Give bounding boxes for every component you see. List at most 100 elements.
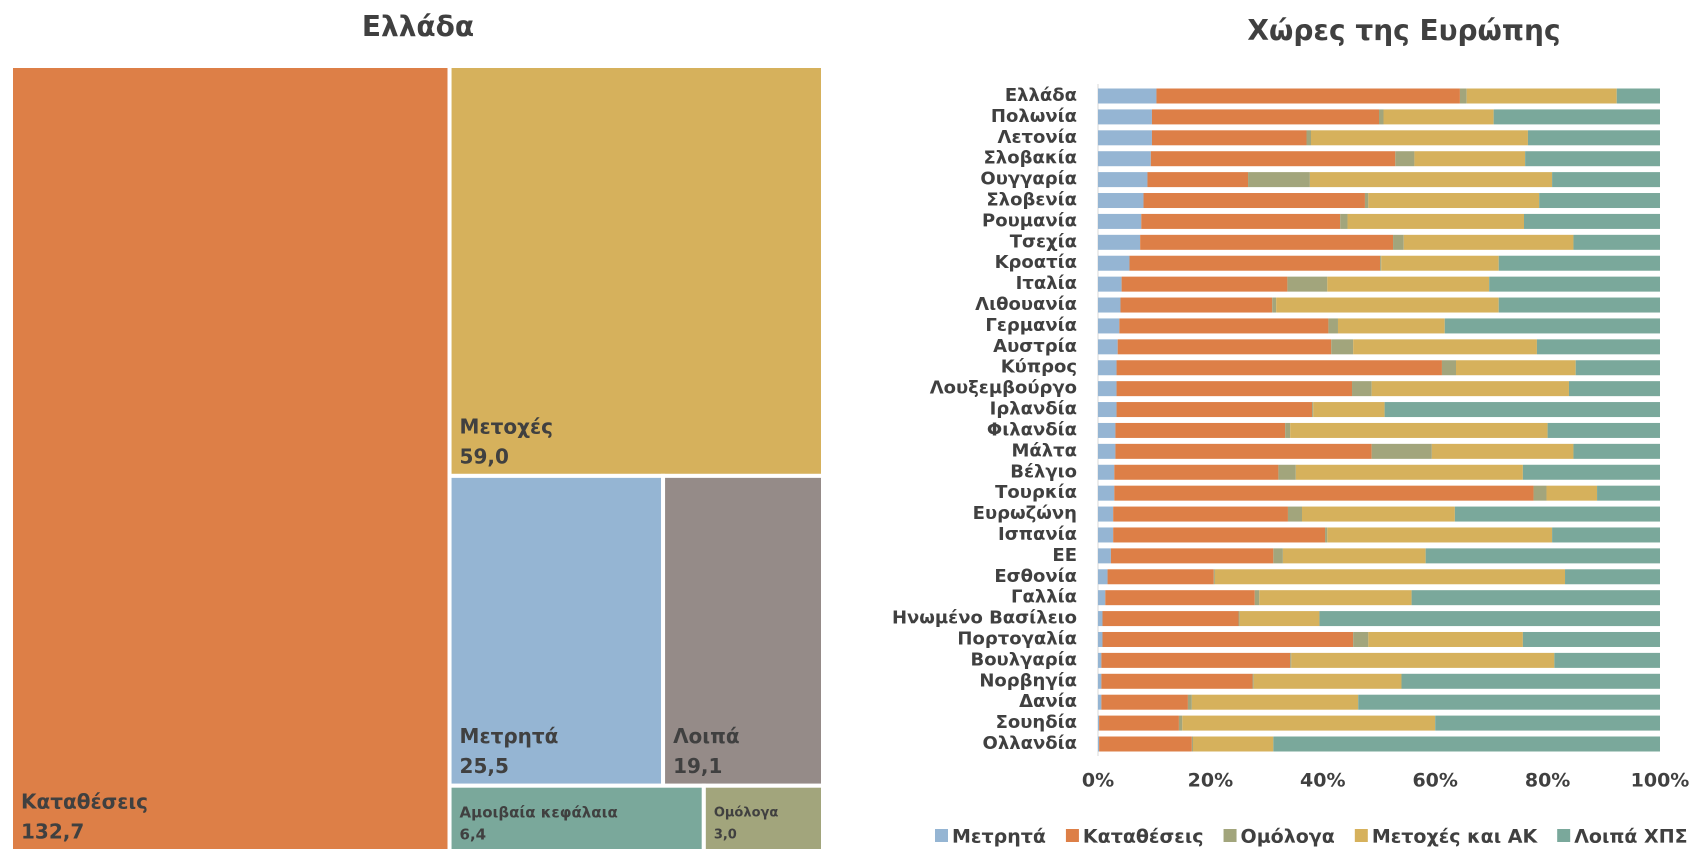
bar-segment <box>1121 276 1288 292</box>
legend-swatch <box>1065 829 1079 842</box>
bar-segment <box>1098 590 1106 606</box>
bar-segment <box>1101 652 1291 668</box>
bar-segment <box>1191 694 1359 710</box>
y-tick-label: Γαλλία <box>1011 587 1077 608</box>
bar-segment <box>1319 611 1660 627</box>
bar-segment <box>1554 652 1660 668</box>
tile-label: Μετοχές <box>460 414 553 438</box>
bar-segment <box>1115 422 1286 438</box>
y-tick-label: Σλοβακία <box>984 148 1077 169</box>
bar-segment <box>1114 485 1534 501</box>
bar-segment <box>1539 193 1660 209</box>
bar-segment <box>1098 213 1142 229</box>
bar-segment <box>1546 485 1598 501</box>
bar-segment <box>1309 172 1553 188</box>
bar-segment <box>1527 130 1660 146</box>
bar-segment <box>1098 151 1151 167</box>
bar-segment <box>1353 631 1369 647</box>
legend-label: Μετρητά <box>952 826 1046 848</box>
y-tick-label: Λετονία <box>998 127 1077 148</box>
bar-segment <box>1444 318 1660 334</box>
bar-segment <box>1214 569 1566 585</box>
bar-segment <box>1459 88 1467 104</box>
chart-title: Χώρες της Ευρώπης <box>1247 14 1560 47</box>
tile-label: Καταθέσεις <box>21 790 148 814</box>
bar-segment <box>1489 276 1660 292</box>
bar-segment <box>1411 590 1660 606</box>
bar-segment <box>1383 109 1494 125</box>
bar-segment <box>1113 527 1326 543</box>
bar-segment <box>1272 297 1277 313</box>
bar-segment <box>1347 213 1524 229</box>
bar-segment <box>1414 151 1526 167</box>
y-tick-label: Βέλγιο <box>1010 461 1077 482</box>
bar-segment <box>1441 360 1456 376</box>
y-tick-label: Πολωνία <box>991 106 1077 127</box>
bar-segment <box>1098 172 1148 188</box>
y-tick-label: Ισπανία <box>998 524 1077 545</box>
bar-segment <box>1239 611 1320 627</box>
bar-segment <box>1107 569 1214 585</box>
bar-segment <box>1098 715 1100 731</box>
y-tick-label: Σλοβενία <box>986 190 1077 211</box>
bar-segment <box>1116 402 1313 418</box>
bar-segment <box>1101 694 1188 710</box>
bar-segment <box>1098 631 1103 647</box>
bar-segment <box>1098 88 1157 104</box>
bar-segment <box>1565 569 1660 585</box>
y-tick-label: Αυστρία <box>993 336 1077 357</box>
y-tick-label: Τσεχία <box>1010 231 1077 252</box>
bar-segment <box>1287 506 1303 522</box>
bar-segment <box>1143 193 1365 209</box>
bar-segment <box>1364 193 1369 209</box>
bar-segment <box>1331 339 1354 355</box>
legend-swatch <box>935 829 948 842</box>
bar-segment <box>1466 88 1617 104</box>
bar-segment <box>1435 715 1660 731</box>
bar-segment <box>1597 485 1660 501</box>
y-tick-label: Φιλανδία <box>987 419 1077 440</box>
bar-segment <box>1098 130 1152 146</box>
treemap-tile <box>447 64 825 478</box>
bar-segment <box>1098 611 1103 627</box>
bar-segment <box>1098 464 1115 480</box>
bar-segment <box>1568 381 1660 397</box>
bar-segment <box>1381 255 1499 271</box>
y-tick-label: Νορβηγία <box>979 670 1077 691</box>
tile-value: 3,0 <box>714 828 737 843</box>
bar-segment <box>1306 130 1311 146</box>
y-tick-label: Βουλγαρία <box>970 649 1077 670</box>
bar-segment <box>1098 506 1114 522</box>
bar-segment <box>1493 109 1660 125</box>
bar-segment <box>1536 339 1660 355</box>
bar-segment <box>1498 297 1660 313</box>
bar-segment <box>1099 736 1192 752</box>
bar-segment <box>1213 569 1215 585</box>
y-tick-label: Κροατία <box>995 252 1077 273</box>
bar-segment <box>1384 402 1660 418</box>
tile-label: Ομόλογα <box>714 806 779 821</box>
bar-segment <box>1395 151 1415 167</box>
x-tick-label: 40% <box>1300 770 1345 792</box>
bar-segment <box>1116 360 1442 376</box>
bar-segment <box>1302 506 1455 522</box>
y-tick-label: Ουγγαρία <box>980 169 1077 190</box>
bar-segment <box>1238 611 1240 627</box>
bar-segment <box>1151 130 1307 146</box>
bar-segment <box>1115 443 1372 459</box>
bar-segment <box>1098 673 1102 689</box>
bar-segment <box>1113 506 1288 522</box>
y-tick-label: Τουρκία <box>995 482 1077 503</box>
chart-title: Ελλάδα <box>362 10 474 43</box>
y-tick-label: Δανία <box>1019 691 1077 712</box>
bar-segment <box>1147 172 1249 188</box>
bar-segment <box>1522 464 1660 480</box>
bar-segment <box>1098 297 1121 313</box>
bar-segment <box>1291 652 1555 668</box>
bar-segment <box>1273 548 1283 564</box>
bar-segment <box>1273 736 1660 752</box>
bar-segment <box>1276 297 1499 313</box>
bar-segment <box>1525 151 1660 167</box>
tile-label: Αμοιβαία κεφάλαια <box>460 804 618 822</box>
bar-segment <box>1290 652 1292 668</box>
